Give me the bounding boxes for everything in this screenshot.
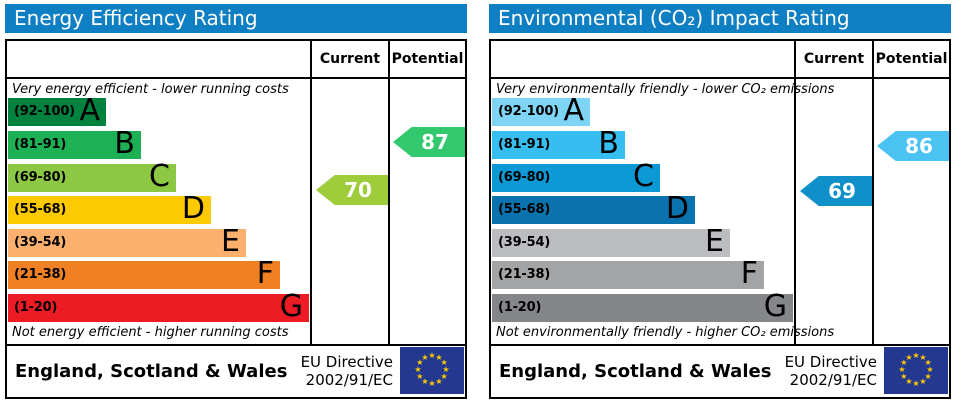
environmental-impact-panel: Environmental (CO₂) Impact Rating Curren… — [489, 0, 951, 404]
band-range: (81-91) — [14, 137, 67, 152]
panel-title: Environmental (CO₂) Impact Rating — [489, 4, 951, 33]
band-letter: B — [114, 126, 135, 161]
band-b: (81-91) B — [8, 126, 141, 161]
band-range: (92-100) — [14, 104, 75, 119]
band-range: (1-20) — [14, 300, 58, 315]
band-c: (69-80) C — [492, 159, 660, 194]
band-letter: F — [740, 256, 758, 291]
band-range: (69-80) — [498, 170, 551, 185]
eu-directive-label: EU Directive 2002/91/EC — [301, 353, 393, 389]
energy-efficiency-panel: Energy Efficiency Rating Current Potenti… — [5, 0, 467, 404]
band-range: (21-38) — [498, 267, 551, 282]
current-rating-value: 69 — [828, 179, 856, 203]
row-divider — [7, 77, 465, 79]
band-range: (39-54) — [14, 235, 67, 250]
band-letter: G — [279, 289, 303, 324]
band-a: (92-100) A — [8, 93, 106, 128]
band-g: (1-20) G — [492, 289, 793, 324]
band-letter: A — [79, 93, 100, 128]
band-f: (21-38) F — [8, 256, 280, 291]
band-range: (39-54) — [498, 235, 551, 250]
band-e: (39-54) E — [492, 224, 730, 259]
top-note: Very energy efficient - lower running co… — [12, 82, 289, 97]
band-range: (69-80) — [14, 170, 67, 185]
band-letter: E — [705, 224, 724, 259]
band-range: (55-68) — [498, 202, 551, 217]
current-column-header: Current — [319, 51, 381, 67]
eu-directive-line2: 2002/91/EC — [789, 371, 877, 389]
column-divider — [872, 41, 874, 344]
band-letter: A — [563, 93, 584, 128]
panel-title: Energy Efficiency Rating — [5, 4, 467, 33]
band-range: (55-68) — [14, 202, 67, 217]
bottom-note: Not energy efficient - higher running co… — [12, 325, 289, 340]
row-divider — [491, 344, 949, 346]
rating-table: Current Potential Very environmentally f… — [489, 39, 951, 399]
band-range: (1-20) — [498, 300, 542, 315]
potential-rating-value: 87 — [421, 130, 449, 154]
footer-row: England, Scotland & Wales EU Directive 2… — [491, 346, 949, 397]
band-d: (55-68) D — [492, 191, 695, 226]
eu-directive-line1: EU Directive — [300, 353, 393, 371]
potential-rating-value: 86 — [905, 134, 933, 158]
band-g: (1-20) G — [8, 289, 309, 324]
potential-rating-arrow: 86 — [877, 131, 949, 161]
eu-directive-label: EU Directive 2002/91/EC — [785, 353, 877, 389]
band-letter: C — [633, 159, 654, 194]
band-letter: D — [181, 191, 205, 226]
eu-directive-line1: EU Directive — [784, 353, 877, 371]
potential-column-header: Potential — [391, 51, 464, 67]
band-letter: E — [221, 224, 240, 259]
band-b: (81-91) B — [492, 126, 625, 161]
potential-rating-arrow: 87 — [393, 127, 465, 157]
eu-flag: ★ ★ ★ ★ ★ ★ ★ ★ ★ ★ ★ ★ — [400, 347, 464, 394]
band-letter: B — [598, 126, 619, 161]
band-range: (92-100) — [498, 104, 559, 119]
band-letter: G — [763, 289, 787, 324]
band-letter: F — [256, 256, 274, 291]
current-column-header: Current — [803, 51, 865, 67]
region-label: England, Scotland & Wales — [499, 361, 772, 382]
band-range: (21-38) — [14, 267, 67, 282]
bottom-note: Not environmentally friendly - higher CO… — [496, 325, 835, 340]
potential-column-header: Potential — [875, 51, 948, 67]
row-divider — [7, 344, 465, 346]
band-f: (21-38) F — [492, 256, 764, 291]
footer-row: England, Scotland & Wales EU Directive 2… — [7, 346, 465, 397]
eu-directive-line2: 2002/91/EC — [305, 371, 393, 389]
column-divider — [310, 41, 312, 344]
region-label: England, Scotland & Wales — [15, 361, 288, 382]
band-letter: D — [665, 191, 689, 226]
band-letter: C — [149, 159, 170, 194]
band-e: (39-54) E — [8, 224, 246, 259]
column-divider — [794, 41, 796, 344]
column-divider — [388, 41, 390, 344]
band-a: (92-100) A — [492, 93, 590, 128]
top-note: Very environmentally friendly - lower CO… — [496, 82, 835, 97]
current-rating-arrow: 70 — [316, 175, 388, 205]
band-c: (69-80) C — [8, 159, 176, 194]
row-divider — [491, 77, 949, 79]
band-range: (81-91) — [498, 137, 551, 152]
eu-flag: ★ ★ ★ ★ ★ ★ ★ ★ ★ ★ ★ ★ — [884, 347, 948, 394]
current-rating-value: 70 — [344, 178, 372, 202]
band-d: (55-68) D — [8, 191, 211, 226]
rating-table: Current Potential Very energy efficient … — [5, 39, 467, 399]
current-rating-arrow: 69 — [800, 176, 872, 206]
